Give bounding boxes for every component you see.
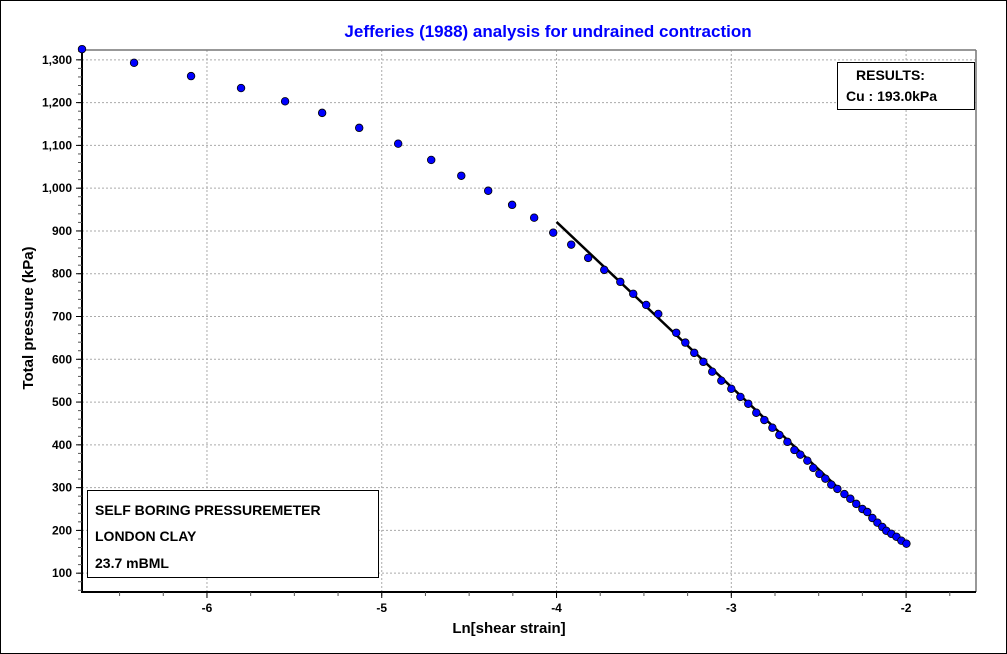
data-point <box>457 171 466 180</box>
y-tick-label: 200 <box>52 523 72 537</box>
data-point <box>616 277 625 287</box>
data-point <box>427 155 436 165</box>
y-tick-label: 1,100 <box>42 138 72 152</box>
data-point <box>672 328 681 337</box>
data-point <box>600 265 609 275</box>
data-point <box>852 499 861 509</box>
chart-title: Jefferies (1988) analysis for undrained … <box>344 22 752 41</box>
data-point <box>483 186 493 195</box>
data-point <box>529 213 539 222</box>
data-point <box>393 139 403 148</box>
data-point <box>833 484 842 494</box>
data-point <box>717 376 726 385</box>
data-point <box>840 489 849 499</box>
data-point <box>507 200 517 210</box>
y-tick-label: 100 <box>52 566 72 580</box>
results-box: RESULTS: Cu : 193.0kPa <box>837 62 975 110</box>
x-tick-label: -5 <box>376 601 387 615</box>
data-point <box>744 399 753 408</box>
data-point <box>783 437 792 447</box>
data-point <box>641 300 651 310</box>
info-line-test-type: SELF BORING PRESSUREMETER <box>95 502 321 518</box>
y-tick-label: 500 <box>52 395 72 409</box>
data-point <box>129 58 139 68</box>
data-point <box>846 494 855 503</box>
data-point <box>567 240 576 249</box>
data-point <box>186 71 196 81</box>
y-tick-label: 900 <box>52 224 72 238</box>
results-cu-value: Cu : 193.0kPa <box>846 88 938 104</box>
data-point <box>775 430 784 440</box>
data-point <box>355 123 364 133</box>
data-point <box>752 408 761 417</box>
data-point <box>280 97 290 106</box>
data-point <box>317 108 327 118</box>
y-tick-label: 400 <box>52 438 72 452</box>
x-tick-label: -2 <box>901 601 912 615</box>
data-point <box>868 513 877 523</box>
data-point <box>583 253 593 263</box>
data-point <box>803 456 812 465</box>
data-point <box>827 480 836 489</box>
y-tick-label: 1,000 <box>42 181 72 195</box>
info-line-depth: 23.7 mBML <box>95 555 169 571</box>
y-axis-label: Total pressure (kPa) <box>20 246 37 389</box>
info-line-soil: LONDON CLAY <box>95 528 197 544</box>
y-tick-label: 600 <box>52 352 72 366</box>
data-point <box>699 357 708 367</box>
data-point <box>549 228 558 237</box>
y-tick-label: 700 <box>52 310 72 324</box>
y-tick-label: 1,300 <box>42 53 72 67</box>
x-tick-label: -6 <box>202 601 213 615</box>
data-point <box>821 474 830 483</box>
data-point <box>736 392 745 402</box>
data-point <box>77 44 87 54</box>
x-tick-label: -4 <box>551 601 562 615</box>
data-point <box>690 348 699 358</box>
x-axis-label: Ln[shear strain] <box>452 620 565 637</box>
data-point <box>809 463 818 473</box>
x-tick-label: -3 <box>726 601 737 615</box>
y-tick-label: 300 <box>52 481 72 495</box>
data-point <box>681 338 690 347</box>
results-heading: RESULTS: <box>856 67 925 83</box>
data-point <box>727 384 736 394</box>
data-point <box>708 367 717 376</box>
y-tick-label: 800 <box>52 267 72 281</box>
data-point <box>236 83 246 93</box>
data-point <box>790 445 799 455</box>
data-point <box>629 289 638 299</box>
data-point <box>796 450 805 459</box>
data-point <box>863 507 872 517</box>
data-point <box>654 309 663 319</box>
data-point <box>902 539 911 548</box>
data-point <box>768 423 777 432</box>
data-point <box>760 415 769 425</box>
data-point <box>815 469 824 479</box>
y-tick-label: 1,200 <box>42 96 72 110</box>
test-info-box: SELF BORING PRESSUREMETER LONDON CLAY 23… <box>87 490 379 578</box>
